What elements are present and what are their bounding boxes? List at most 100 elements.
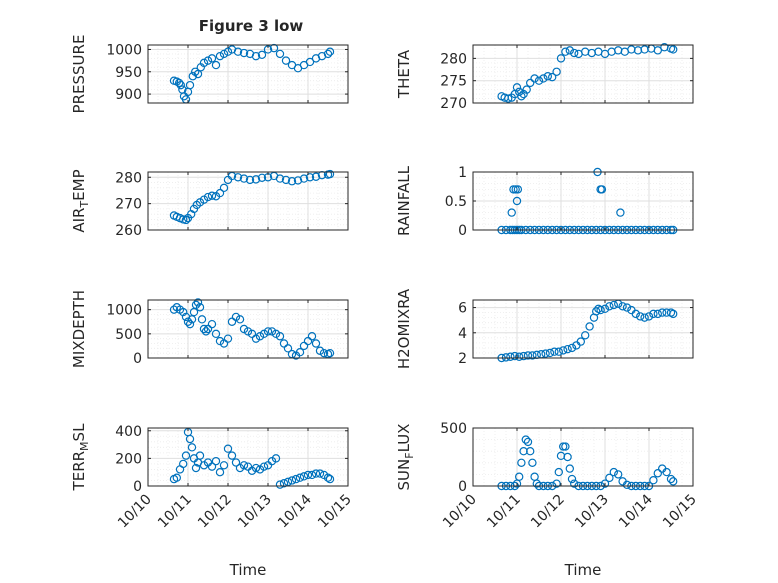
data-point: [662, 467, 671, 477]
data-point: [666, 474, 676, 484]
data-point: [199, 324, 209, 334]
data-point: [561, 442, 570, 451]
data-point: [169, 305, 179, 314]
data-point: [600, 304, 610, 314]
data-point: [287, 476, 297, 485]
data-point: [251, 463, 261, 473]
data-point: [565, 464, 575, 473]
data-point: [223, 444, 233, 453]
axes-box: [147, 299, 349, 359]
data-point: [539, 74, 548, 83]
y-tick-label: 260: [115, 223, 142, 239]
data-point: [563, 344, 572, 354]
subplot: 0 500 SUNFLUX 10/10 10/11 10/12 10/13 10/14 10/1…: [395, 421, 700, 579]
data-point: [303, 470, 313, 480]
data-point: [552, 479, 561, 488]
data-point: [215, 467, 225, 477]
data-point: [251, 175, 261, 184]
data-point: [658, 308, 667, 317]
y-tick-label: 0: [133, 479, 142, 495]
data-point: [592, 307, 601, 316]
data-point: [211, 329, 221, 339]
data-point: [251, 51, 261, 61]
data-point: [653, 309, 663, 319]
data-point: [287, 177, 297, 186]
data-point: [233, 47, 243, 56]
data-point: [187, 443, 197, 452]
data-point: [581, 331, 590, 340]
data-point: [271, 454, 281, 463]
data-point: [561, 47, 570, 56]
data-point: [563, 452, 572, 462]
data-point: [178, 307, 188, 317]
x-tick-label: 10/15: [315, 492, 355, 532]
data-point: [567, 343, 577, 353]
data-point: [669, 309, 678, 319]
data-point: [550, 347, 559, 356]
data-point: [517, 92, 526, 101]
data-point: [311, 469, 321, 478]
y-axis-label: RAINFALL: [395, 165, 413, 236]
y-axis-label: H2OMIXRA: [395, 288, 413, 369]
y-tick-label: 275: [440, 74, 467, 90]
x-axis-label: Time: [229, 561, 267, 579]
data-point: [636, 312, 645, 321]
subplot: 2 4 6 H2OMIXRA: [395, 288, 694, 369]
data-point: [552, 67, 561, 76]
y-tick-label: 270: [115, 197, 142, 213]
data-point: [311, 339, 321, 348]
data-point: [215, 51, 225, 61]
data-point: [649, 476, 658, 485]
data-point: [325, 348, 335, 358]
data-point: [501, 353, 511, 362]
y-axis-label: THETA: [395, 49, 413, 99]
data-point: [219, 49, 229, 59]
axes-box: [472, 44, 694, 104]
plot-area: [148, 428, 348, 486]
data-point: [511, 185, 520, 194]
data-point: [199, 58, 209, 68]
data-point: [567, 474, 577, 484]
data-point: [295, 473, 305, 482]
data-point: [559, 346, 568, 355]
x-tick-label: 10/15: [660, 492, 700, 532]
data-point: [291, 474, 301, 484]
x-tick-label: 10/12: [195, 492, 235, 532]
y-tick-label: 280: [440, 51, 467, 67]
data-point: [245, 175, 255, 185]
data-point: [513, 185, 523, 194]
data-point: [239, 174, 249, 183]
data-point: [669, 45, 678, 54]
data-point: [305, 173, 315, 182]
data-point: [299, 174, 309, 183]
plot-area: [473, 428, 693, 486]
data-point: [211, 456, 221, 466]
data-point: [305, 57, 315, 67]
data-point: [275, 49, 285, 59]
data-point: [275, 174, 285, 183]
data-point: [523, 351, 533, 360]
y-axis-label: SUNFLUX: [395, 424, 416, 491]
data-point: [281, 175, 291, 185]
data-point: [207, 191, 217, 200]
y-axis-label: PRESSURE: [70, 35, 88, 114]
data-point: [616, 208, 625, 217]
data-point: [570, 48, 579, 58]
y-tick-label: 1000: [106, 42, 142, 58]
x-tick-label: 10/14: [616, 491, 656, 531]
data-point: [293, 176, 303, 185]
y-tick-label: 1: [458, 165, 467, 181]
data-point: [585, 322, 594, 331]
data-point: [201, 327, 211, 336]
data-point: [545, 348, 555, 358]
y-tick-label: 900: [115, 87, 142, 103]
subplot: 0 200 400 TERRMSL 10/10 10/11 10/12 10/13 10/14 1…: [70, 423, 355, 579]
x-tick-label: 10/11: [484, 492, 524, 532]
data-point: [325, 474, 335, 484]
data-point: [219, 183, 229, 193]
data-point: [188, 72, 197, 81]
data-point: [307, 470, 317, 480]
data-point: [528, 351, 537, 360]
data-point: [530, 74, 539, 83]
y-tick-label: 0.5: [445, 194, 467, 210]
